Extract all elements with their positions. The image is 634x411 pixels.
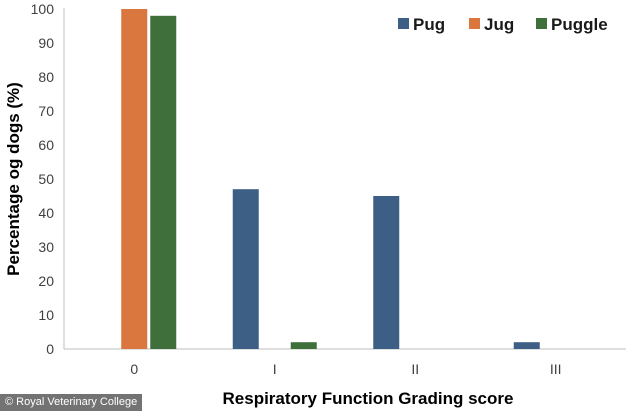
- credit-watermark: © Royal Veterinary College: [0, 394, 143, 411]
- legend-label-jug: Jug: [484, 15, 514, 34]
- y-tick-label: 50: [38, 171, 54, 187]
- legend-swatch-pug: [398, 18, 409, 29]
- x-tick-label: I: [273, 361, 277, 377]
- x-tick-label: II: [411, 361, 419, 377]
- x-axis-title: Respiratory Function Grading score: [223, 389, 514, 408]
- x-tick-label: III: [550, 361, 562, 377]
- y-tick-label: 60: [38, 137, 54, 153]
- y-tick-label: 70: [38, 103, 54, 119]
- y-tick-label: 30: [38, 239, 54, 255]
- plot-area: [63, 8, 626, 350]
- y-tick-label: 40: [38, 205, 54, 221]
- y-tick-label: 20: [38, 273, 54, 289]
- bar-puggle-I: [290, 342, 317, 349]
- legend: Pug Jug Puggle: [398, 15, 608, 34]
- bars-group: [121, 9, 540, 350]
- y-tick-label: 90: [38, 35, 54, 51]
- x-tick-label: 0: [130, 361, 138, 377]
- bar-puggle-0: [150, 15, 177, 350]
- y-tick-label: 0: [46, 341, 54, 357]
- y-tick-labels: 0 10 20 30 40 50 60 70 80 90 100: [31, 1, 55, 357]
- bar-pug-II: [373, 196, 400, 349]
- bar-jug-0: [121, 9, 148, 349]
- legend-swatch-jug: [469, 18, 480, 29]
- legend-swatch-puggle: [536, 18, 547, 29]
- bar-pug-I: [232, 189, 259, 349]
- y-tick-label: 10: [38, 307, 54, 323]
- y-tick-label: 100: [31, 1, 55, 17]
- x-tick-labels: 0 I II III: [130, 361, 561, 377]
- y-axis-title: Percentage og dogs (%): [4, 82, 23, 276]
- legend-label-pug: Pug: [413, 15, 445, 34]
- bar-pug-III: [513, 342, 540, 349]
- y-tick-label: 80: [38, 69, 54, 85]
- legend-label-puggle: Puggle: [551, 15, 608, 34]
